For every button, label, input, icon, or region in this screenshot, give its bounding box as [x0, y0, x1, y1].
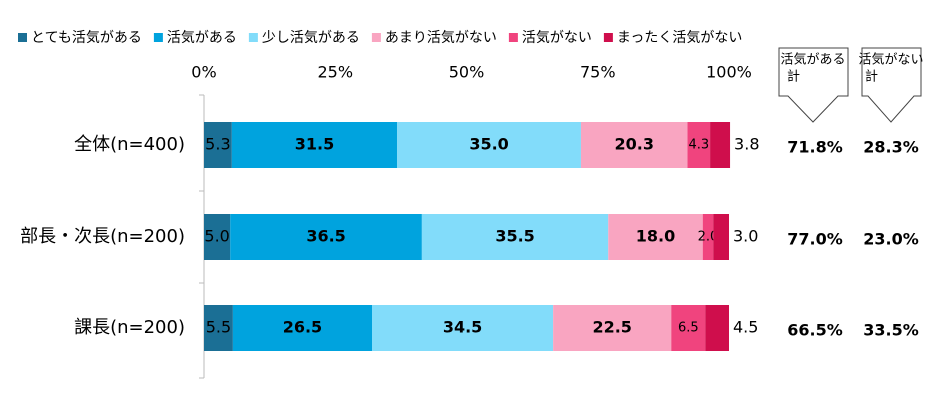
data-label: 31.5 — [295, 135, 334, 154]
legend-swatch — [153, 33, 163, 42]
legend-swatch — [248, 33, 258, 42]
bar-segment — [580, 122, 688, 168]
data-label: 3.8 — [734, 135, 759, 154]
bar-segment — [702, 214, 714, 260]
data-label: 6.5 — [678, 321, 699, 336]
legend-label: まったく活気がない — [617, 30, 742, 46]
y-tick-label: 課長(n=200) — [74, 317, 185, 338]
data-label: 5.3 — [205, 135, 230, 154]
x-tick-label: 50% — [449, 63, 485, 82]
total-value: 23.0% — [863, 230, 919, 249]
bar-segment — [421, 214, 609, 260]
total-value: 33.5% — [863, 321, 919, 340]
bar-segment — [232, 305, 372, 351]
total-value: 28.3% — [863, 138, 919, 157]
bar-segment — [204, 305, 233, 351]
data-label: 35.5 — [495, 227, 534, 246]
bar-segment — [397, 122, 581, 168]
data-label: 5.5 — [206, 318, 231, 337]
total-value: 66.5% — [787, 321, 843, 340]
data-label: 18.0 — [636, 227, 675, 246]
total-header: 計 — [865, 69, 878, 85]
callout-arrow — [778, 47, 849, 123]
legend-swatch — [18, 33, 27, 42]
data-label: 3.0 — [733, 227, 758, 246]
data-label: 4.3 — [688, 138, 709, 153]
data-label: 22.5 — [592, 318, 631, 337]
x-tick-label: 25% — [317, 63, 353, 82]
y-tick-label: 部長・次長(n=200) — [20, 226, 185, 247]
bar-segment — [553, 305, 672, 351]
legend-swatch — [508, 33, 518, 42]
y-tick-label: 全体(n=400) — [74, 134, 185, 155]
bar-segment — [230, 214, 422, 260]
legend-swatch — [371, 33, 381, 42]
data-label: 35.0 — [469, 135, 508, 154]
bar-segment — [705, 305, 729, 351]
total-value: 71.8% — [787, 138, 843, 157]
x-tick-label: 100% — [706, 63, 752, 82]
bar-segment — [372, 305, 554, 351]
bar-segment — [687, 122, 711, 168]
legend-label: 少し活気がある — [262, 30, 360, 46]
x-tick-label: 0% — [191, 63, 216, 82]
data-label: 36.5 — [306, 227, 345, 246]
total-header: 活気がない — [858, 52, 923, 68]
data-label: 34.5 — [443, 318, 482, 337]
legend-label: とても活気がある — [31, 30, 142, 46]
total-value: 77.0% — [787, 230, 843, 249]
bar-segment — [671, 305, 706, 351]
legend-label: 活気がある — [167, 30, 237, 46]
data-label: 2.0 — [698, 230, 719, 245]
bar-segment — [710, 122, 731, 168]
callout-arrow — [861, 47, 922, 123]
bar-segment — [713, 214, 729, 260]
x-tick-label: 75% — [580, 63, 616, 82]
legend-label: 活気がない — [522, 30, 592, 46]
total-header: 活気がある — [780, 52, 845, 68]
bar-segment — [231, 122, 398, 168]
bar-segment — [204, 214, 231, 260]
legend-swatch — [603, 33, 613, 42]
bar-segment — [204, 122, 232, 168]
legend-label: あまり活気がない — [385, 30, 497, 46]
data-label: 26.5 — [283, 318, 322, 337]
data-label: 20.3 — [614, 135, 653, 154]
total-header: 計 — [787, 69, 800, 85]
bar-segment — [608, 214, 703, 260]
data-label: 4.5 — [733, 318, 758, 337]
data-label: 5.0 — [204, 227, 229, 246]
